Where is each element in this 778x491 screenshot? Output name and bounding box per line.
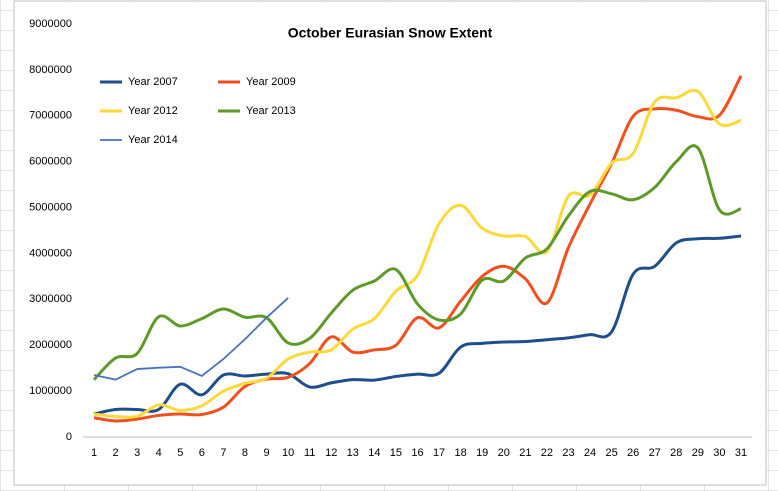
y-tick-label: 0 xyxy=(66,431,72,443)
x-tick-label: 31 xyxy=(735,447,747,459)
x-tick-label: 19 xyxy=(476,447,488,459)
x-tick-label: 5 xyxy=(177,447,183,459)
y-tick-label: 4000000 xyxy=(29,247,72,259)
x-tick-label: 9 xyxy=(263,447,269,459)
x-tick-label: 15 xyxy=(390,447,402,459)
chart-area xyxy=(13,0,767,486)
y-tick-label: 5000000 xyxy=(29,201,72,213)
x-tick-label: 10 xyxy=(282,447,294,459)
x-tick-label: 18 xyxy=(455,447,467,459)
legend-label: Year 2007 xyxy=(128,76,178,88)
y-tick-label: 6000000 xyxy=(29,156,72,168)
x-tick-label: 1 xyxy=(91,447,97,459)
chart-title: October Eurasian Snow Extent xyxy=(288,25,493,41)
series-line xyxy=(93,297,289,381)
x-tick-label: 3 xyxy=(134,447,140,459)
x-tick-label: 2 xyxy=(113,447,119,459)
y-tick-label: 3000000 xyxy=(29,293,72,305)
series-line xyxy=(93,234,742,416)
x-tick-label: 14 xyxy=(368,447,380,459)
series-line xyxy=(92,144,742,381)
series-line xyxy=(93,88,742,419)
y-tick-label: 2000000 xyxy=(29,339,72,351)
legend-label: Year 2014 xyxy=(128,134,178,146)
legend-label: Year 2012 xyxy=(128,105,178,117)
x-tick-label: 25 xyxy=(605,447,617,459)
x-tick-label: 8 xyxy=(242,447,248,459)
x-tick-label: 28 xyxy=(670,447,682,459)
x-tick-label: 12 xyxy=(325,447,337,459)
legend-label: Year 2013 xyxy=(246,105,296,117)
x-tick-label: 23 xyxy=(562,447,574,459)
x-tick-label: 29 xyxy=(692,447,704,459)
x-tick-label: 4 xyxy=(156,447,162,459)
x-tick-label: 20 xyxy=(498,447,510,459)
series-line xyxy=(93,75,743,423)
x-tick-label: 13 xyxy=(347,447,359,459)
x-tick-label: 6 xyxy=(199,447,205,459)
x-tick-label: 7 xyxy=(220,447,226,459)
x-tick-label: 22 xyxy=(541,447,553,459)
x-tick-label: 27 xyxy=(649,447,661,459)
x-tick-label: 16 xyxy=(411,447,423,459)
x-tick-label: 11 xyxy=(304,447,315,459)
y-tick-label: 1000000 xyxy=(29,385,72,397)
x-tick-label: 21 xyxy=(519,447,531,459)
legend-label: Year 2009 xyxy=(246,76,296,88)
x-tick-label: 26 xyxy=(627,447,639,459)
x-tick-label: 30 xyxy=(713,447,725,459)
y-tick-label: 9000000 xyxy=(29,18,72,30)
y-tick-label: 7000000 xyxy=(29,110,72,122)
x-tick-label: 24 xyxy=(584,447,596,459)
y-tick-label: 8000000 xyxy=(29,64,72,76)
x-tick-label: 17 xyxy=(433,447,445,459)
